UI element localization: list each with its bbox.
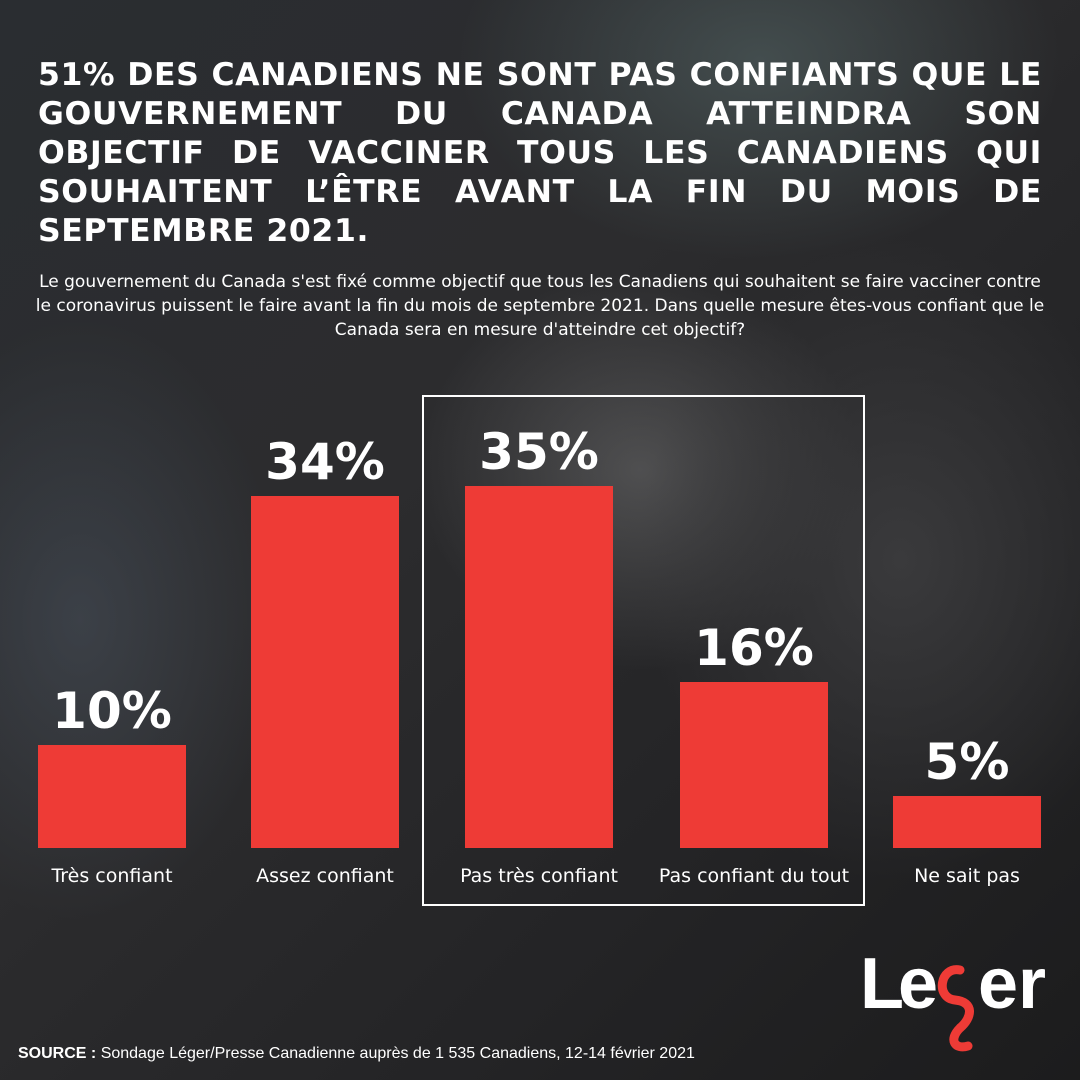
bar: [680, 682, 828, 848]
leger-logo: L e er: [860, 948, 1046, 1052]
bar: [893, 796, 1041, 848]
data-label: 34%: [265, 433, 385, 492]
svg-text:e: e: [898, 948, 938, 1024]
category-label: Assez confiant: [256, 865, 394, 887]
data-label: 10%: [52, 681, 172, 740]
data-label: 16%: [694, 619, 814, 678]
bar: [251, 496, 399, 848]
data-label: 5%: [924, 733, 1010, 792]
category-label: Pas confiant du tout: [658, 865, 850, 887]
category-label: Très confiant: [51, 865, 173, 887]
category-label: Ne sait pas: [914, 865, 1020, 887]
bar: [38, 744, 186, 848]
category-label: Pas très confiant: [460, 865, 618, 887]
source-label: SOURCE :: [18, 1045, 97, 1062]
svg-text:er: er: [978, 948, 1046, 1024]
headline: 51% DES CANADIENS NE SONT PAS CONFIANTS …: [38, 57, 1042, 249]
source-note: SOURCE : Sondage Léger/Presse Canadienne…: [18, 1045, 695, 1063]
data-label: 35%: [479, 422, 599, 481]
svg-text:L: L: [860, 948, 904, 1024]
bar: [465, 485, 613, 848]
survey-question: Le gouvernement du Canada s'est fixé com…: [35, 272, 1045, 340]
source-text: Sondage Léger/Presse Canadienne auprès d…: [100, 1045, 695, 1062]
highlight-box: [422, 395, 865, 906]
